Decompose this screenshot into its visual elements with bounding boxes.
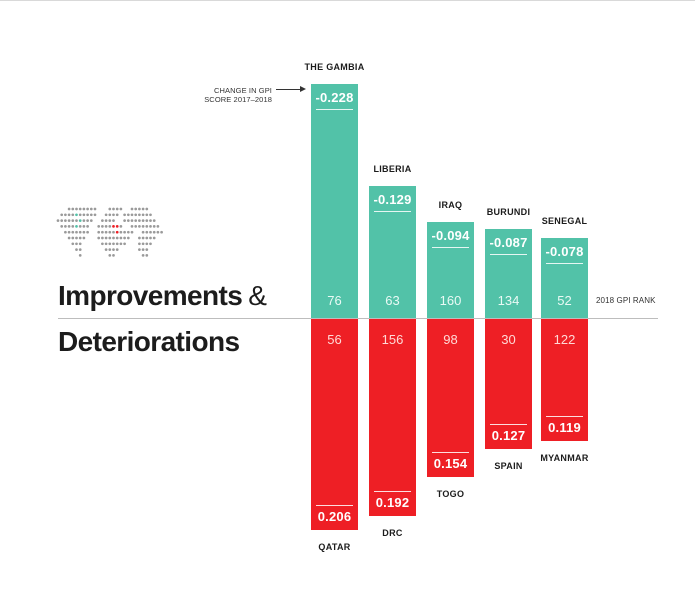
- deterioration-bar: 98 0.154: [427, 319, 474, 477]
- callout-arrow-icon: [300, 86, 306, 92]
- change-value-rule: [374, 490, 411, 492]
- country-label: QATAR: [318, 542, 351, 553]
- change-value-label: -0.129: [373, 191, 412, 207]
- improvement-bar: -0.094 160: [427, 221, 474, 318]
- gpi-rank-label: 56: [327, 332, 342, 347]
- heading-ampersand: &: [248, 280, 267, 311]
- world-dot-map-icon: [56, 207, 163, 257]
- country-label: THE GAMBIA: [304, 62, 365, 73]
- change-value-label: 0.154: [433, 455, 468, 471]
- country-label: BURUNDI: [486, 206, 531, 217]
- heading-improvements-text: Improvements: [58, 280, 243, 311]
- top-rule: [0, 0, 695, 1]
- change-value-rule: [546, 263, 583, 265]
- gpi-rank-label: 160: [439, 292, 462, 308]
- change-value-label: -0.078: [545, 244, 584, 260]
- improvement-bar: -0.078 52: [541, 238, 588, 318]
- change-value-rule: [490, 424, 527, 426]
- deterioration-bar: 30 0.127: [485, 319, 532, 450]
- change-value-label: 0.119: [548, 419, 581, 435]
- change-value-rule: [432, 451, 469, 453]
- improvement-bar: -0.228 76: [311, 84, 358, 318]
- gpi-rank-label: 122: [553, 332, 576, 347]
- change-value-label: -0.087: [489, 234, 528, 250]
- country-label: SPAIN: [494, 461, 523, 472]
- change-value-rule: [432, 246, 469, 248]
- country-label: TOGO: [436, 488, 465, 499]
- deterioration-bar: 122 0.119: [541, 319, 588, 441]
- gpi-rank-label: 134: [497, 292, 520, 308]
- change-value-label: 0.206: [317, 509, 352, 525]
- deterioration-bar: 156 0.192: [369, 319, 416, 516]
- change-value-label: 0.192: [375, 494, 410, 510]
- heading-improvements: Improvements &: [58, 280, 267, 312]
- change-value-rule: [490, 253, 527, 255]
- change-value-label: -0.094: [431, 227, 470, 243]
- deterioration-bar: 56 0.206: [311, 319, 358, 531]
- country-label: MYANMAR: [540, 452, 589, 463]
- chart-baseline: [58, 318, 658, 319]
- change-value-rule: [546, 415, 583, 417]
- change-value-label: -0.228: [315, 90, 354, 106]
- callout-line: [276, 89, 302, 90]
- change-value-rule: [316, 505, 353, 507]
- gpi-rank-label: 156: [381, 332, 404, 347]
- country-label: IRAQ: [438, 199, 463, 210]
- gpi-rank-label: 76: [327, 292, 342, 308]
- change-value-rule: [374, 210, 411, 212]
- gpi-rank-label: 98: [443, 332, 458, 347]
- improvement-bar: -0.129 63: [369, 185, 416, 318]
- heading-deteriorations: Deteriorations: [58, 326, 240, 357]
- rank-axis-label: 2018 GPI RANK: [596, 296, 656, 305]
- change-value-rule: [316, 109, 353, 111]
- gpi-rank-label: 63: [385, 292, 400, 308]
- country-label: DRC: [382, 527, 403, 538]
- improvement-bar: -0.087 134: [485, 228, 532, 318]
- callout-label: CHANGE IN GPI SCORE 2017–2018: [204, 86, 272, 104]
- gpi-rank-label: 52: [557, 292, 572, 308]
- country-label: LIBERIA: [373, 163, 412, 174]
- change-value-label: 0.127: [491, 428, 526, 444]
- country-label: SENEGAL: [541, 216, 588, 227]
- gpi-rank-label: 30: [501, 332, 516, 347]
